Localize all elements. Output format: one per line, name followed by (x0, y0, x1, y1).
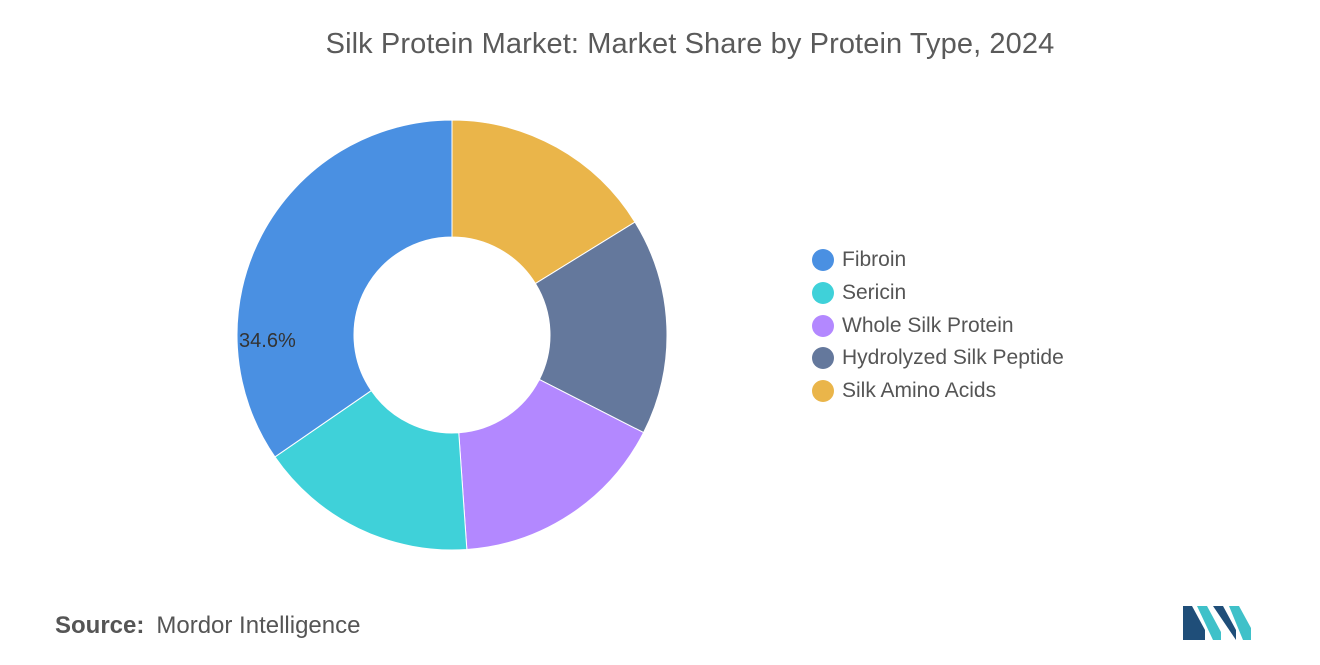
chart-title: Silk Protein Market: Market Share by Pro… (325, 28, 1055, 60)
legend-label: Silk Amino Acids (842, 379, 997, 403)
mordor-intelligence-logo-icon (1183, 606, 1251, 640)
data-label-fibroin: 34.6% (239, 330, 296, 352)
slice-hydrolyzed-silk-peptide (534, 221, 668, 434)
legend-item: Fibroin (812, 244, 1064, 277)
slice-sericin (274, 389, 468, 551)
legend-item: Silk Amino Acids (812, 375, 1064, 408)
chart-legend: Fibroin Sericin Whole Silk Protein Hydrolyz… (812, 244, 1064, 407)
legend-swatch (812, 380, 834, 403)
legend-label: Fibroin (842, 248, 907, 272)
slice-whole-silk-protein (458, 378, 645, 551)
data-labels: 34.6% (239, 330, 296, 352)
legend-item: Hydrolyzed Silk Peptide (812, 342, 1064, 375)
legend-item: Sericin (812, 277, 1064, 310)
legend-item: Whole Silk Protein (812, 309, 1064, 342)
source-note: Source: Mordor Intelligence (55, 612, 360, 640)
legend-label: Hydrolyzed Silk Peptide (842, 346, 1064, 370)
donut-slices (236, 119, 668, 551)
source-label: Source: (55, 612, 145, 639)
legend-label: Sericin (842, 281, 907, 305)
legend-label: Whole Silk Protein (842, 313, 1014, 337)
legend-swatch (812, 249, 834, 272)
legend-swatch (812, 347, 834, 370)
legend-swatch (812, 282, 834, 305)
legend-swatch (812, 314, 834, 337)
slice-fibroin (236, 119, 453, 458)
source-value: Mordor Intelligence (156, 612, 361, 639)
slice-silk-amino-acids (451, 119, 636, 285)
